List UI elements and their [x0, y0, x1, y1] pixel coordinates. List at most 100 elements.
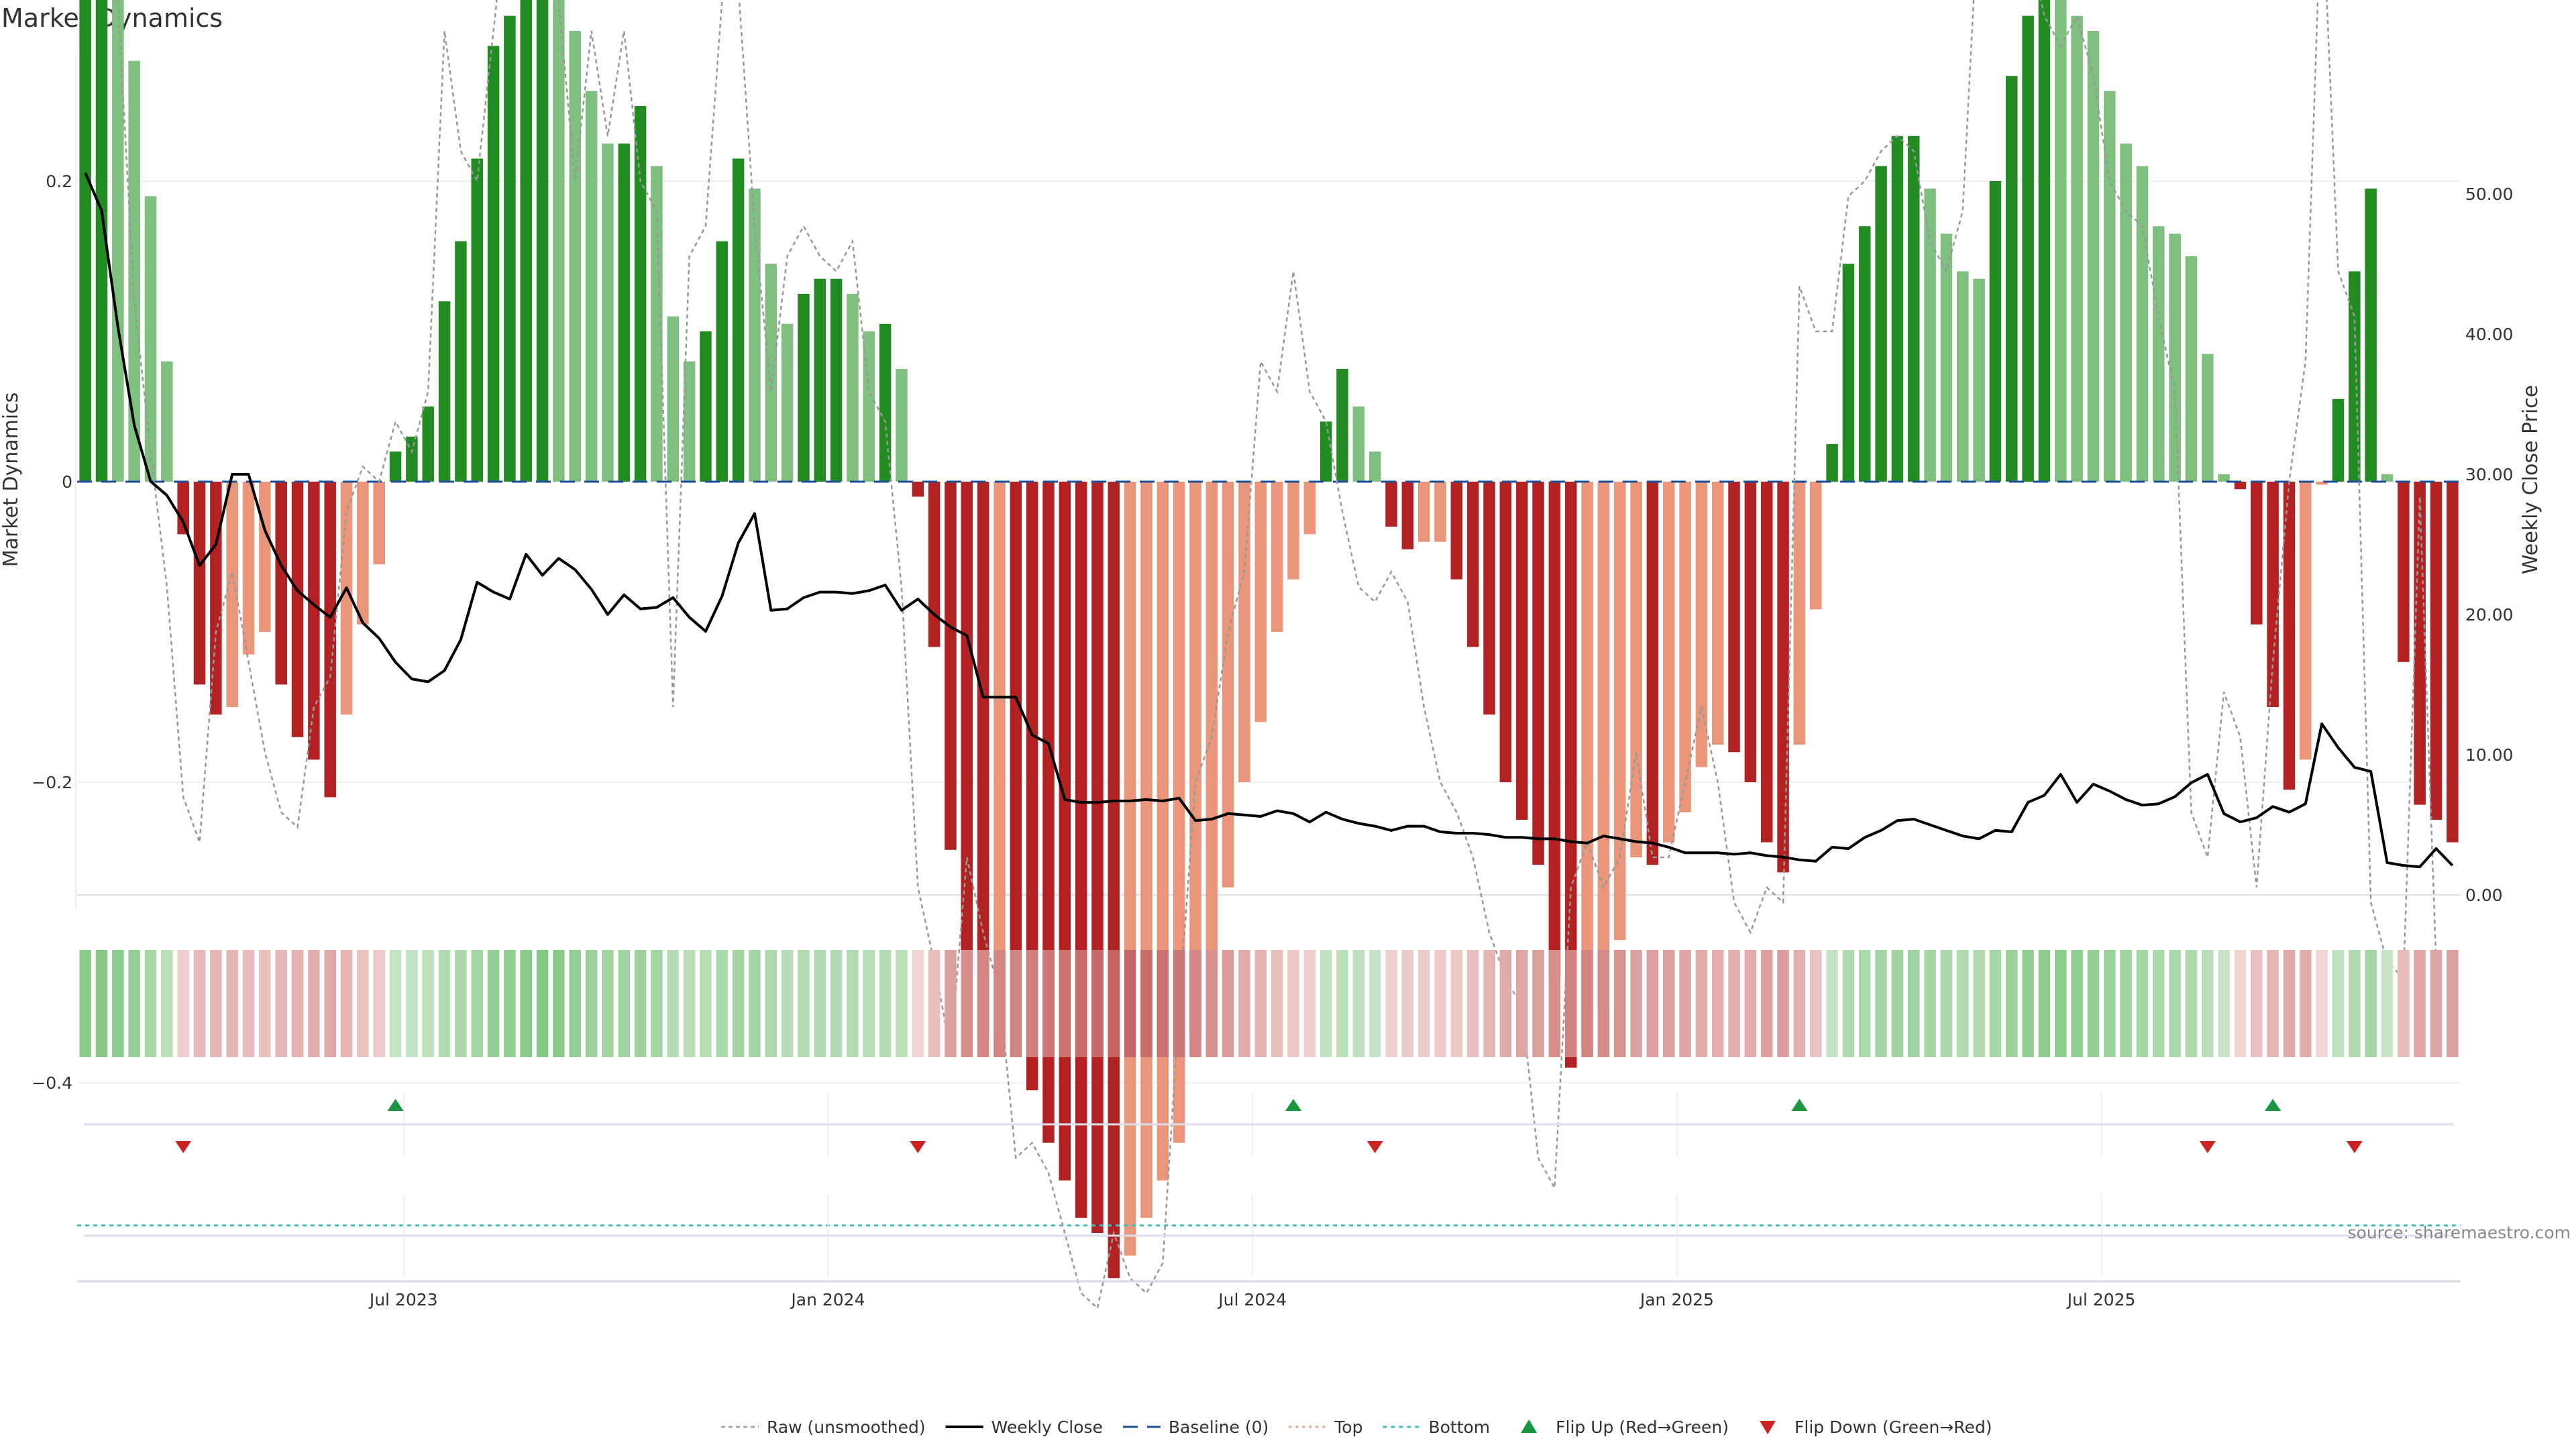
legend-item-raw: Raw (unsmoothed): [721, 1417, 926, 1437]
market-dynamics-bar: [2104, 91, 2116, 482]
heat-cell: [1564, 950, 1577, 1057]
market-dynamics-bar: [520, 0, 532, 482]
heat-cell: [1059, 950, 1071, 1057]
market-dynamics-bar: [716, 241, 729, 482]
market-dynamics-bar: [1711, 482, 1724, 745]
market-dynamics-bar: [536, 0, 549, 482]
market-dynamics-bar: [1140, 482, 1152, 1218]
heat-cell: [716, 950, 729, 1057]
heat-cell: [1613, 950, 1626, 1057]
heat-cell: [2430, 950, 2443, 1057]
heat-cell: [1679, 950, 1691, 1057]
heat-cell: [553, 950, 565, 1057]
legend-label: Weekly Close: [991, 1417, 1103, 1437]
market-dynamics-bar: [1091, 482, 1104, 1233]
market-dynamics-bar: [504, 15, 516, 482]
heat-cell: [2120, 950, 2132, 1057]
market-dynamics-bar: [2087, 31, 2100, 482]
legend-item-top: Top: [1289, 1417, 1362, 1437]
heat-cell: [112, 950, 124, 1057]
market-dynamics-bar: [487, 46, 500, 482]
heat-cell: [1973, 950, 1985, 1057]
market-dynamics-bar: [210, 482, 222, 715]
heat-cell: [1124, 950, 1136, 1057]
market-dynamics-bar: [291, 482, 304, 737]
market-dynamics-bar: [732, 158, 745, 482]
lines: [77, 0, 2461, 1310]
y-right-axis-title: Weekly Close Price: [2519, 385, 2542, 574]
heat-cell: [2414, 950, 2426, 1057]
market-dynamics-bar: [847, 294, 859, 482]
market-dynamics-bar: [1320, 421, 1332, 482]
heat-cell: [2300, 950, 2312, 1057]
heat-cell: [308, 950, 320, 1057]
market-dynamics-bar: [1205, 482, 1218, 970]
heat-cell: [781, 950, 794, 1057]
heat-cell: [1793, 950, 1806, 1057]
y-right-tick-label: 20.00: [2465, 605, 2514, 625]
heat-cell: [79, 950, 91, 1057]
market-dynamics-bar: [879, 323, 892, 482]
heat-cell: [1091, 950, 1104, 1057]
heat-cell: [1499, 950, 1512, 1057]
heat-cell: [1352, 950, 1365, 1057]
heat-cell: [2218, 950, 2230, 1057]
heat-cell: [504, 950, 516, 1057]
heat-cell: [1385, 950, 1397, 1057]
weekly-close-line: [84, 172, 2454, 869]
heat-cell: [2267, 950, 2279, 1057]
heat-cell: [242, 950, 255, 1057]
x-tick-label: Jul 2025: [2066, 1290, 2136, 1309]
market-dynamics-bar: [1826, 444, 1838, 482]
market-dynamics-bar: [602, 144, 614, 482]
market-dynamics-bar: [1744, 482, 1757, 782]
market-dynamics-bar: [2185, 256, 2198, 482]
heat-cell: [340, 950, 353, 1057]
heat-cell: [1940, 950, 1953, 1057]
heat-strip: [79, 950, 2459, 1057]
heat-cell: [1450, 950, 1463, 1057]
market-dynamics-bar: [1450, 482, 1463, 580]
grid: [75, 54, 2461, 1083]
heat-cell: [2153, 950, 2165, 1057]
market-dynamics-bar: [781, 323, 794, 482]
market-dynamics-bar: [455, 241, 467, 482]
market-dynamics-bar: [618, 144, 631, 482]
market-dynamics-bar: [1238, 482, 1250, 782]
heat-cell: [1205, 950, 1218, 1057]
axes: 0.40.20−0.2−0.450.0040.0030.0020.0010.00…: [32, 172, 2514, 1093]
heat-cell: [1826, 950, 1838, 1057]
heat-cell: [1924, 950, 1936, 1057]
market-dynamics-bar: [1907, 136, 1920, 482]
market-dynamics-bar: [2169, 233, 2181, 482]
market-dynamics-bar: [1875, 166, 1887, 482]
market-dynamics-bar: [1385, 482, 1397, 527]
heat-cell: [161, 950, 173, 1057]
heat-cell: [994, 950, 1006, 1057]
legend: Raw (unsmoothed) Weekly Close Baseline (0)…: [721, 1417, 1992, 1437]
heat-cell: [765, 950, 777, 1057]
heat-cell: [1287, 950, 1299, 1057]
market-dynamics-bar: [2332, 398, 2345, 482]
market-dynamics-bar: [2022, 15, 2034, 482]
market-dynamics-bar: [389, 451, 402, 482]
market-dynamics-bar: [2202, 354, 2214, 482]
market-dynamics-bar: [1777, 482, 1789, 873]
market-dynamics-bar: [2414, 482, 2426, 805]
flip-markers-panel: [77, 1093, 2461, 1283]
x-tick-label: Jan 2024: [790, 1290, 865, 1309]
heat-cell: [2349, 950, 2361, 1057]
y-left-tick-label: 0.2: [46, 172, 72, 191]
market-dynamics-bar: [2136, 166, 2149, 482]
heat-cell: [389, 950, 402, 1057]
heat-cell: [651, 950, 663, 1057]
flip-down-marker: [2199, 1141, 2216, 1153]
heat-cell: [1581, 950, 1593, 1057]
market-dynamics-bar: [1466, 482, 1479, 647]
heat-cell: [569, 950, 581, 1057]
heat-cell: [585, 950, 598, 1057]
heat-cell: [2185, 950, 2198, 1057]
heat-cell: [2447, 950, 2459, 1057]
chart-title: Market Dynamics: [1, 3, 223, 33]
legend-label: Bottom: [1428, 1417, 1490, 1437]
